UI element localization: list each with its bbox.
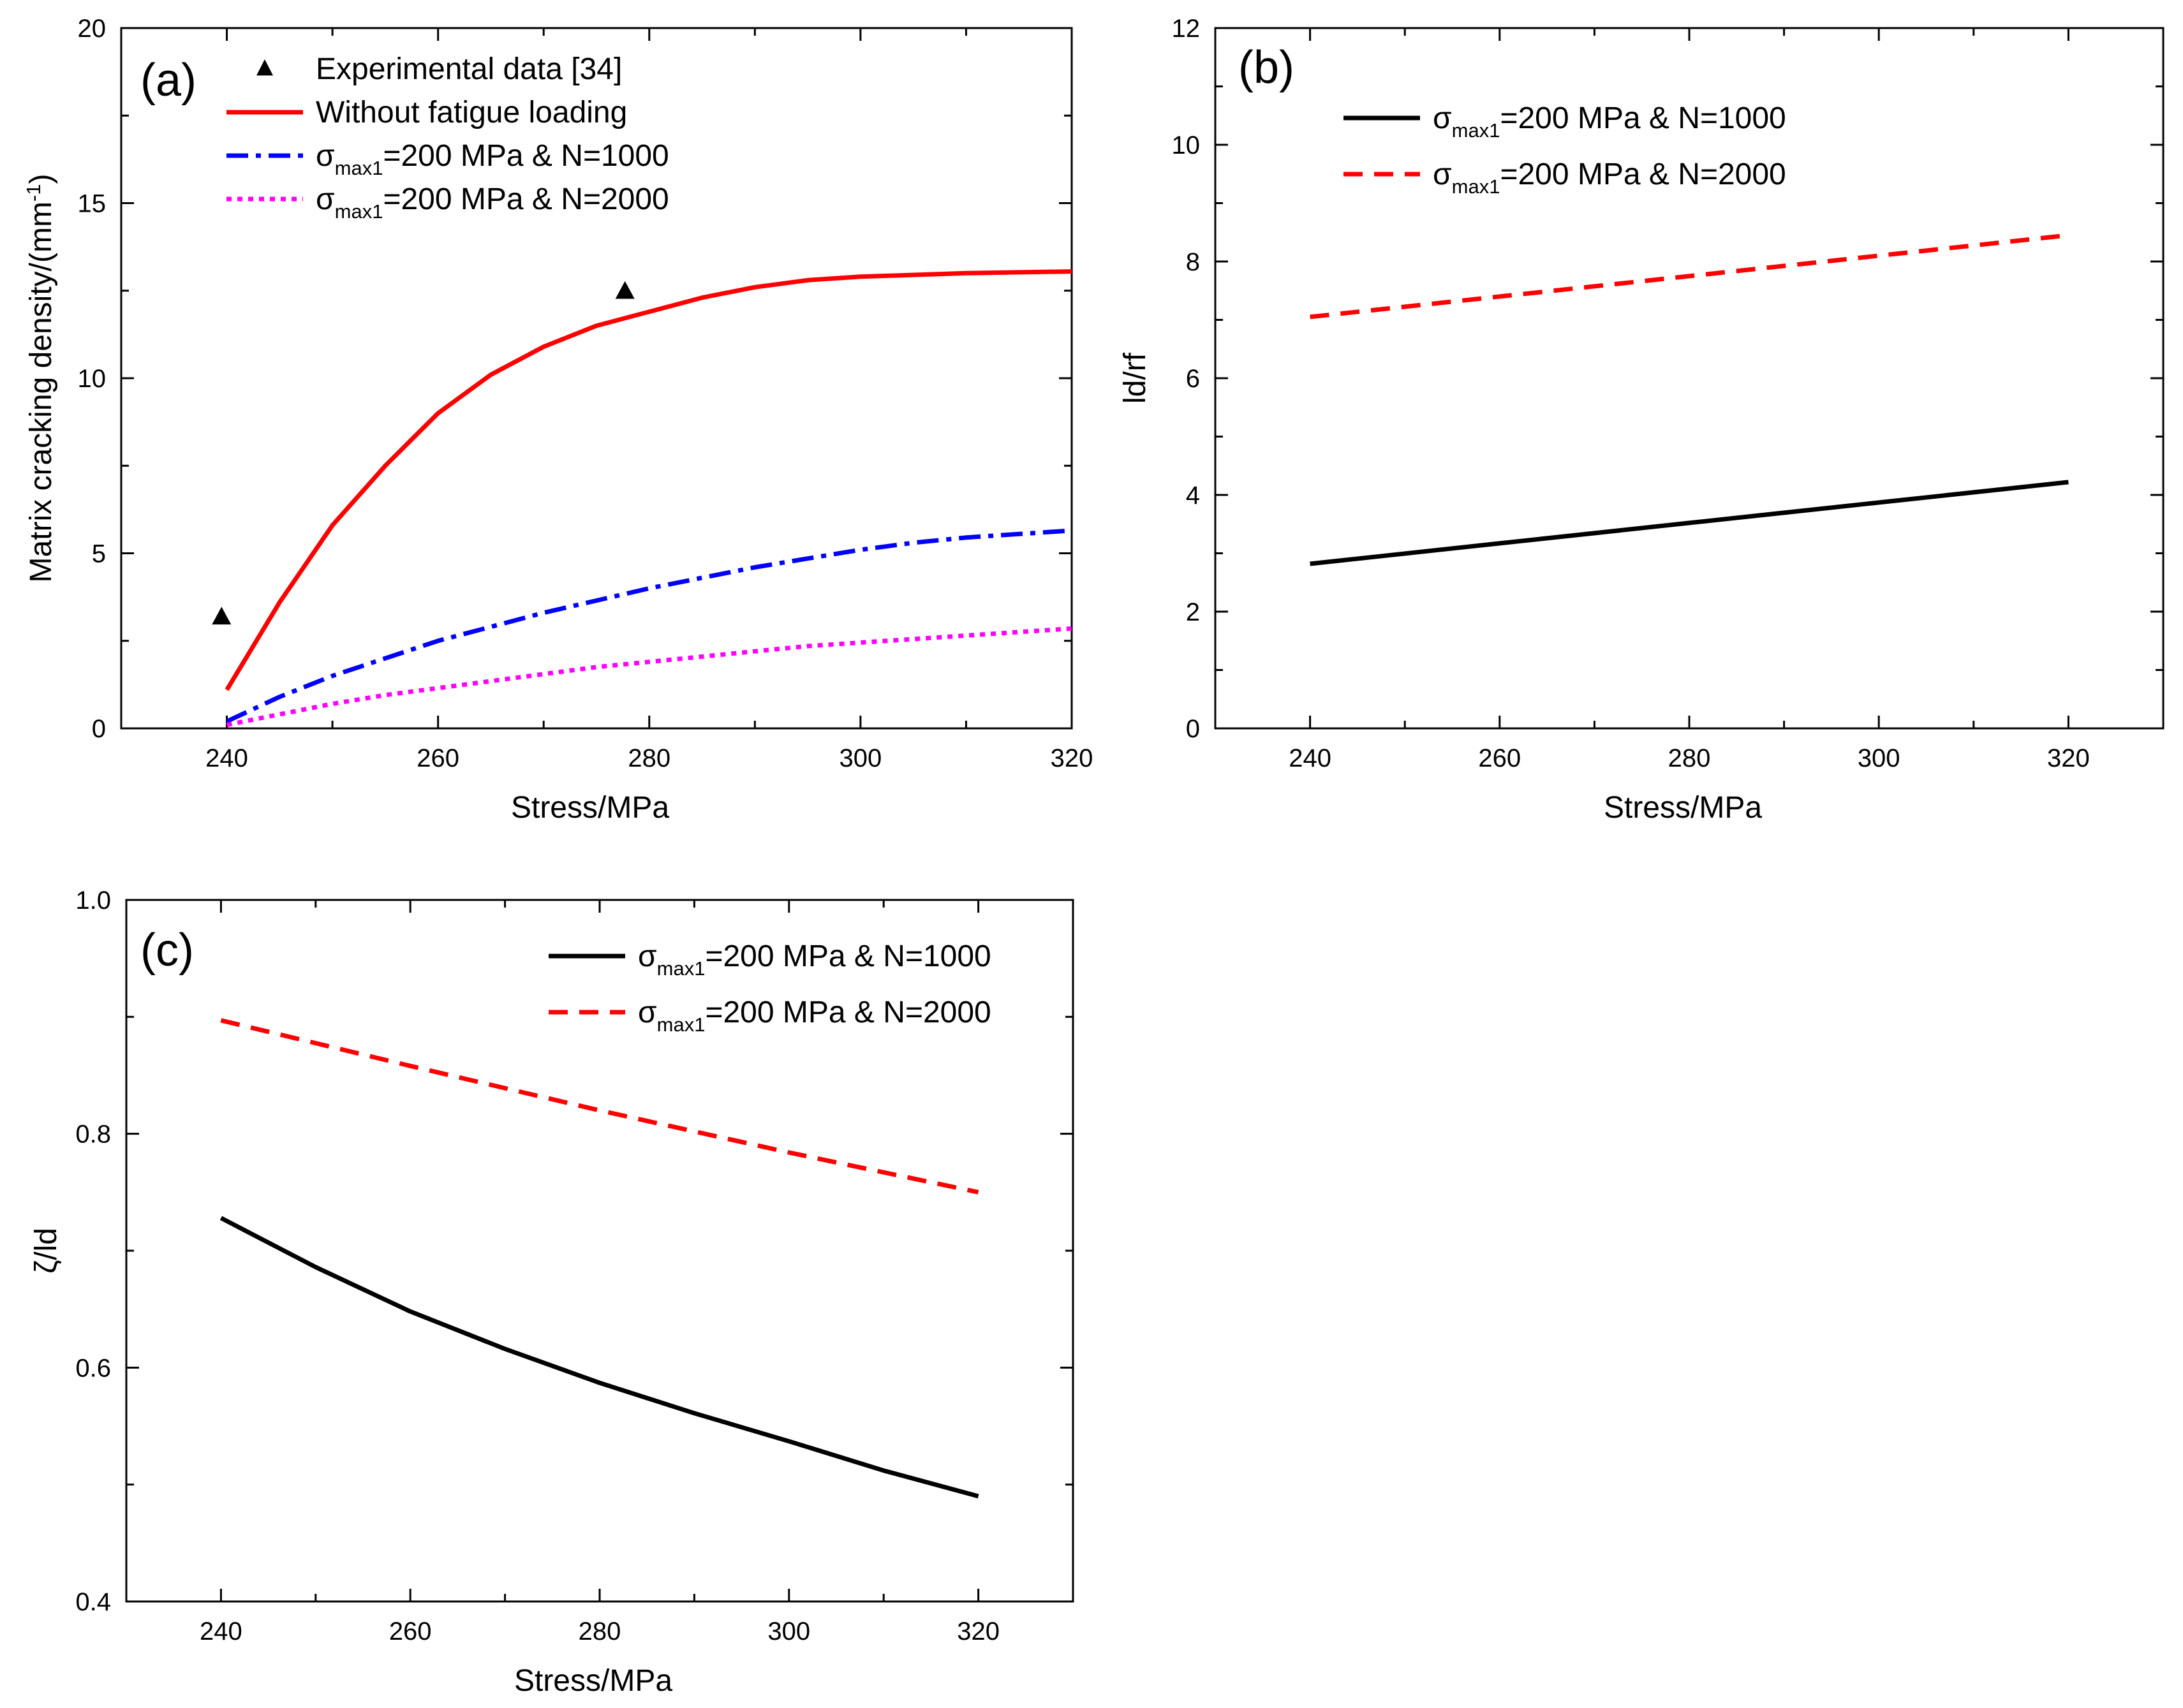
- legend-subscript: max1: [657, 957, 706, 980]
- legend-sigma: σ: [638, 996, 657, 1029]
- legend-label: σmax1=200 MPa & N=2000: [316, 182, 669, 223]
- x-tick-label: 240: [205, 744, 248, 772]
- legend-sigma: σ: [316, 182, 335, 216]
- data-point-triangle: [615, 281, 635, 299]
- legend-subscript: max1: [657, 1013, 706, 1036]
- series-line: [1310, 480, 2069, 566]
- legend-suffix: =200 MPa & N=1000: [705, 939, 991, 973]
- plot-frame: [120, 27, 1073, 730]
- y-axis-label: Matrix cracking density/(mm-1): [22, 173, 59, 582]
- legend-label: σmax1=200 MPa & N=1000: [1433, 101, 1786, 142]
- y-tick-label: 1.0: [75, 887, 111, 915]
- y-tick-label: 8: [1186, 248, 1200, 276]
- series-line: [1310, 233, 2069, 320]
- y-tick-label: 0.6: [75, 1354, 111, 1382]
- y-tick-label: 20: [78, 15, 107, 43]
- legend-suffix: =200 MPa & N=2000: [383, 182, 669, 216]
- legend-subscript: max1: [1452, 175, 1500, 198]
- y-axis-label: ζ/ld: [29, 1228, 63, 1274]
- legend-sigma: σ: [1433, 101, 1452, 135]
- y-tick-label: 10: [78, 365, 107, 393]
- y-tick-label: 2: [1186, 598, 1200, 626]
- x-tick-label: 280: [1668, 744, 1711, 772]
- legend-sigma: σ: [1433, 158, 1452, 191]
- x-tick-label: 320: [1051, 744, 1093, 772]
- x-axis-label: Stress/MPa: [511, 791, 669, 825]
- y-tick-label: 12: [1172, 15, 1201, 43]
- x-tick-label: 260: [417, 744, 459, 772]
- x-axis-label: Stress/MPa: [514, 1664, 672, 1698]
- chart-panel-b: 240 260 280 300 320 0 2 4 6 8 10 12 Stress/MPa ld/rf (…: [1118, 15, 2164, 825]
- legend-label: Without fatigue loading: [316, 96, 627, 129]
- legend-marker: [256, 59, 273, 76]
- series-line: [219, 1216, 979, 1499]
- legend-suffix: =200 MPa & N=1000: [383, 139, 669, 173]
- y-axis-label: ld/rf: [1118, 352, 1152, 404]
- x-axis-label: Stress/MPa: [1604, 791, 1762, 825]
- x-tick-label: 260: [389, 1617, 432, 1645]
- x-tick-label: 300: [767, 1617, 810, 1645]
- series-line: [226, 528, 1072, 724]
- legend-subscript: max1: [1452, 119, 1500, 142]
- legend-label: σmax1=200 MPa & N=1000: [638, 939, 991, 980]
- x-tick-label: 260: [1478, 744, 1521, 772]
- x-tick-label: 320: [957, 1617, 1000, 1645]
- y-axis-label-sup: -1: [22, 184, 45, 202]
- chart-panel-c: 240 260 280 300 320 0.4 0.6 0.8 1.0 Stress/MPa ζ/l…: [29, 887, 1074, 1698]
- x-tick-label: 280: [579, 1617, 621, 1645]
- legend-subscript: max1: [335, 200, 383, 223]
- y-tick-label: 5: [92, 540, 106, 568]
- legend-label: σmax1=200 MPa & N=2000: [638, 996, 991, 1036]
- y-tick-label: 4: [1186, 482, 1200, 510]
- panel-label: (a): [140, 55, 196, 106]
- series-line: [226, 626, 1072, 727]
- series-line: [225, 269, 1072, 691]
- legend-suffix: =200 MPa & N=2000: [1500, 158, 1786, 191]
- legend-sigma: σ: [638, 939, 657, 973]
- x-tick-label: 240: [1289, 744, 1331, 772]
- series-line: [220, 1018, 979, 1195]
- legend-suffix: =200 MPa & N=1000: [1500, 101, 1786, 135]
- legend-label: Experimental data [34]: [316, 52, 622, 86]
- y-axis-label-tail: ): [24, 173, 58, 184]
- legend-label: σmax1=200 MPa & N=2000: [1433, 158, 1786, 198]
- y-tick-label: 0.4: [75, 1588, 111, 1616]
- x-tick-label: 240: [200, 1617, 242, 1645]
- y-tick-label: 15: [78, 190, 107, 218]
- y-tick-label: 6: [1186, 365, 1200, 393]
- legend-label: σmax1=200 MPa & N=1000: [316, 139, 669, 179]
- x-tick-label: 280: [628, 744, 670, 772]
- y-tick-label: 0: [1186, 715, 1200, 743]
- panel-label: (b): [1238, 42, 1294, 93]
- legend-sigma: σ: [316, 139, 335, 173]
- x-tick-label: 320: [2047, 744, 2090, 772]
- panel-label: (c): [140, 925, 194, 976]
- legend-suffix: =200 MPa & N=2000: [705, 996, 991, 1029]
- data-point-triangle: [212, 607, 232, 625]
- x-tick-label: 300: [840, 744, 882, 772]
- y-tick-label: 0: [92, 715, 106, 743]
- chart-panel-a: 240 260 280 300 320 0 5 10 15 20 Stress/MPa Matrix …: [22, 15, 1093, 825]
- legend-subscript: max1: [335, 157, 383, 179]
- y-tick-label: 0.8: [75, 1121, 111, 1149]
- x-tick-label: 300: [1858, 744, 1900, 772]
- y-tick-label: 10: [1172, 131, 1201, 159]
